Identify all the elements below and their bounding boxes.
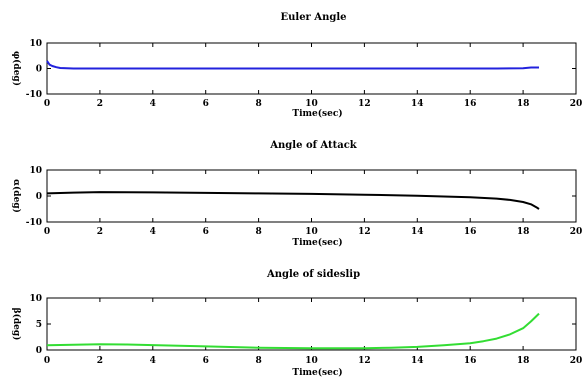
x-tick-label: 18: [517, 356, 530, 366]
x-tick-label: 2: [97, 227, 103, 237]
y-tick-label: 10: [29, 294, 42, 304]
y-tick-label: 5: [36, 320, 42, 330]
y-tick-label: 0: [36, 346, 42, 356]
x-tick-label: 2: [97, 356, 103, 366]
x-tick-label: 0: [44, 356, 50, 366]
x-axis-label: Time(sec): [292, 367, 342, 378]
chart-title: Euler Angle: [281, 12, 347, 23]
x-tick-label: 8: [255, 227, 261, 237]
x-tick-label: 14: [411, 99, 424, 109]
x-axis-label: Time(sec): [292, 108, 342, 119]
chart-title: Angle of sideslip: [266, 269, 360, 280]
x-tick-label: 16: [464, 227, 477, 237]
x-tick-label: 20: [570, 99, 583, 109]
x-tick-label: 14: [411, 356, 424, 366]
x-tick-label: 18: [517, 99, 530, 109]
x-tick-label: 12: [358, 99, 371, 109]
x-tick-label: 0: [44, 227, 50, 237]
x-tick-label: 6: [203, 99, 209, 109]
x-tick-label: 0: [44, 99, 50, 109]
y-axis-label: φ(deg): [11, 51, 22, 86]
x-tick-label: 4: [150, 99, 156, 109]
x-tick-label: 14: [411, 227, 424, 237]
y-tick-label: 0: [36, 65, 42, 75]
x-tick-label: 4: [150, 227, 156, 237]
x-axis-label: Time(sec): [292, 237, 342, 248]
y-tick-label: 0: [36, 192, 42, 202]
y-axis-label: β(deg): [11, 308, 22, 341]
x-tick-label: 20: [570, 227, 583, 237]
y-tick-label: -10: [26, 90, 42, 100]
plot-area: [46, 169, 577, 223]
x-tick-label: 12: [358, 227, 371, 237]
y-tick-label: 10: [29, 166, 42, 176]
y-axis-label: α(deg): [11, 179, 22, 213]
x-tick-label: 10: [305, 227, 318, 237]
x-tick-label: 4: [150, 356, 156, 366]
x-tick-label: 10: [305, 99, 318, 109]
x-tick-label: 8: [255, 99, 261, 109]
series-line-1: [46, 60, 539, 70]
x-tick-label: 16: [464, 99, 477, 109]
x-tick-label: 18: [517, 227, 530, 237]
x-tick-label: 6: [203, 227, 209, 237]
plot-area: [46, 297, 577, 351]
x-tick-label: 6: [203, 356, 209, 366]
series-line-1: [46, 312, 540, 350]
x-tick-label: 8: [255, 356, 261, 366]
x-tick-label: 12: [358, 356, 371, 366]
series-line-1: [46, 191, 540, 210]
y-tick-label: 10: [29, 39, 42, 49]
x-tick-label: 20: [570, 356, 583, 366]
y-tick-label: -10: [26, 218, 42, 228]
x-tick-label: 16: [464, 356, 477, 366]
x-tick-label: 10: [305, 356, 318, 366]
x-tick-label: 2: [97, 99, 103, 109]
chart-title: Angle of Attack: [269, 140, 358, 151]
